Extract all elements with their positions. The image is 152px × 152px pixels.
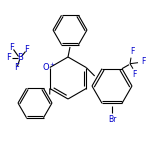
Text: O: O	[42, 63, 49, 72]
Text: F: F	[25, 45, 29, 55]
Text: F: F	[7, 54, 11, 62]
Text: F: F	[141, 57, 145, 66]
Text: F: F	[132, 70, 136, 79]
Text: F: F	[10, 43, 14, 52]
Text: +: +	[50, 62, 55, 67]
Text: Br: Br	[108, 115, 116, 124]
Text: F: F	[130, 47, 134, 56]
Text: B: B	[17, 54, 23, 62]
Text: F: F	[15, 64, 19, 73]
